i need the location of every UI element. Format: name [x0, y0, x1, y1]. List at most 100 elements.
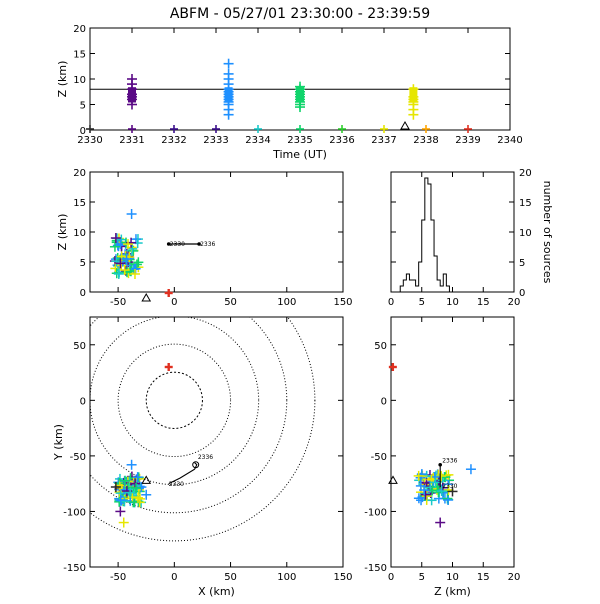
source-plus-marker — [126, 459, 137, 470]
ground-strike-marker — [164, 289, 173, 297]
time-height-xtick-label: 2335 — [287, 135, 312, 146]
xy-xtick-label: 150 — [333, 572, 352, 583]
source-plus-marker — [127, 74, 137, 84]
ground-strike-marker — [388, 363, 397, 371]
source-plus-marker — [111, 256, 122, 267]
source-plus-marker — [120, 475, 131, 486]
source-plus-marker — [110, 482, 121, 492]
zy-xtick-label: 10 — [446, 572, 459, 583]
figure-title: ABFM - 05/27/01 23:30:00 - 23:39:59 — [170, 6, 430, 22]
source-plus-marker — [115, 258, 126, 269]
source-plus-marker — [115, 506, 126, 517]
source-plus-marker — [443, 495, 454, 506]
histogram-xtick-label: 15 — [477, 297, 490, 308]
source-plus-marker — [428, 472, 439, 483]
histogram-xtick-label: 0 — [388, 297, 394, 308]
time-height-xtick-label: 2336 — [329, 135, 354, 146]
source-plus-marker — [435, 517, 446, 528]
source-plus-marker — [121, 254, 132, 265]
ground-strike-marker — [164, 363, 173, 371]
station-triangle — [388, 475, 398, 484]
histogram-ytick-label: 0 — [519, 288, 525, 299]
ground-strike-marker — [338, 125, 346, 133]
source-plus-marker — [118, 517, 129, 528]
source-cluster-block — [128, 87, 136, 103]
histogram-ytick-label: 15 — [519, 198, 532, 209]
source-plus-marker — [447, 486, 458, 497]
source-plus-marker — [115, 495, 126, 506]
range-ring — [117, 343, 232, 458]
storm-track-point — [438, 462, 443, 467]
zy-xtick-label: 5 — [419, 572, 425, 583]
time-height-xtick-label: 2334 — [245, 135, 270, 146]
range-rings — [90, 317, 316, 542]
xy-frame — [89, 316, 344, 568]
time-height-ytick-label: 10 — [73, 75, 86, 86]
zy-xtick-label: 15 — [477, 572, 490, 583]
xy-ytick-label: 0 — [80, 396, 86, 407]
zy-frame — [390, 316, 515, 568]
histogram-bars — [399, 177, 459, 293]
source-plus-marker — [126, 209, 137, 219]
source-plus-marker — [129, 269, 140, 279]
source-plus-marker — [109, 241, 120, 252]
zy-xtick-label: 20 — [508, 572, 521, 583]
source-cluster-block — [409, 87, 418, 103]
range-ring — [90, 317, 316, 542]
range-ring — [90, 317, 288, 514]
time-axis-label: Time (UT) — [272, 148, 327, 161]
track-label-end: 2336 — [442, 458, 457, 465]
track-label-start: 2330 — [169, 481, 184, 488]
time-height-xtick-label: 2339 — [455, 135, 480, 146]
source-plus-marker — [133, 492, 144, 503]
zy-ytick-label: -100 — [364, 507, 387, 518]
xz-xtick-label: -50 — [110, 297, 126, 308]
ground-strike-marker — [296, 125, 304, 133]
zy-ytick-label: -50 — [371, 452, 387, 463]
time-height-xtick-label: 2338 — [413, 135, 438, 146]
ground-strike-marker — [422, 125, 430, 133]
xz-ylabel: Z (km) — [56, 214, 69, 251]
xy-xtick-label: -50 — [110, 572, 126, 583]
source-plus-marker — [413, 493, 424, 504]
ground-strike-marker — [170, 125, 178, 133]
ground-strike-marker — [212, 125, 220, 133]
zy-xtick-label: 0 — [388, 572, 394, 583]
xz-ytick-label: 15 — [73, 198, 86, 209]
source-plus-marker — [436, 471, 447, 482]
source-plus-marker — [110, 233, 121, 243]
ground-strike-marker — [86, 125, 94, 133]
histogram-ytick-label: 5 — [519, 258, 525, 269]
storm-track-point — [166, 242, 171, 246]
source-cluster-block — [296, 87, 304, 103]
source-plus-marker — [426, 495, 437, 506]
xy-ytick-label: 50 — [73, 341, 86, 352]
source-plus-marker — [430, 477, 441, 488]
time-height-ytick-label: 15 — [73, 50, 86, 61]
source-plus-marker — [413, 470, 424, 481]
source-plus-marker — [223, 109, 234, 120]
source-cluster-block — [224, 87, 233, 103]
histogram-ytick-label: 10 — [519, 228, 532, 239]
histogram-ytick-label: 20 — [519, 168, 532, 179]
source-plus-marker — [295, 102, 305, 113]
zy-ytick-label: 50 — [374, 341, 387, 352]
time-height-ylabel: Z (km) — [56, 61, 69, 98]
track-label-start: 2330 — [442, 483, 457, 490]
source-plus-marker — [113, 268, 124, 279]
zy-xlabel: Z (km) — [434, 585, 471, 598]
ground-strike-marker — [464, 125, 472, 133]
xz-ytick-label: 10 — [73, 228, 86, 239]
source-plus-marker — [141, 489, 152, 500]
xz-xtick-label: 150 — [333, 297, 352, 308]
ground-strike-marker — [380, 125, 388, 133]
xz-xtick-label: 50 — [224, 297, 237, 308]
histogram-xtick-label: 5 — [419, 297, 425, 308]
source-plus-marker — [465, 464, 476, 475]
xy-xtick-label: 100 — [277, 572, 296, 583]
source-plus-marker — [436, 486, 447, 497]
source-plus-marker — [408, 109, 419, 120]
source-plus-marker — [119, 265, 130, 276]
source-plus-marker — [132, 472, 143, 483]
